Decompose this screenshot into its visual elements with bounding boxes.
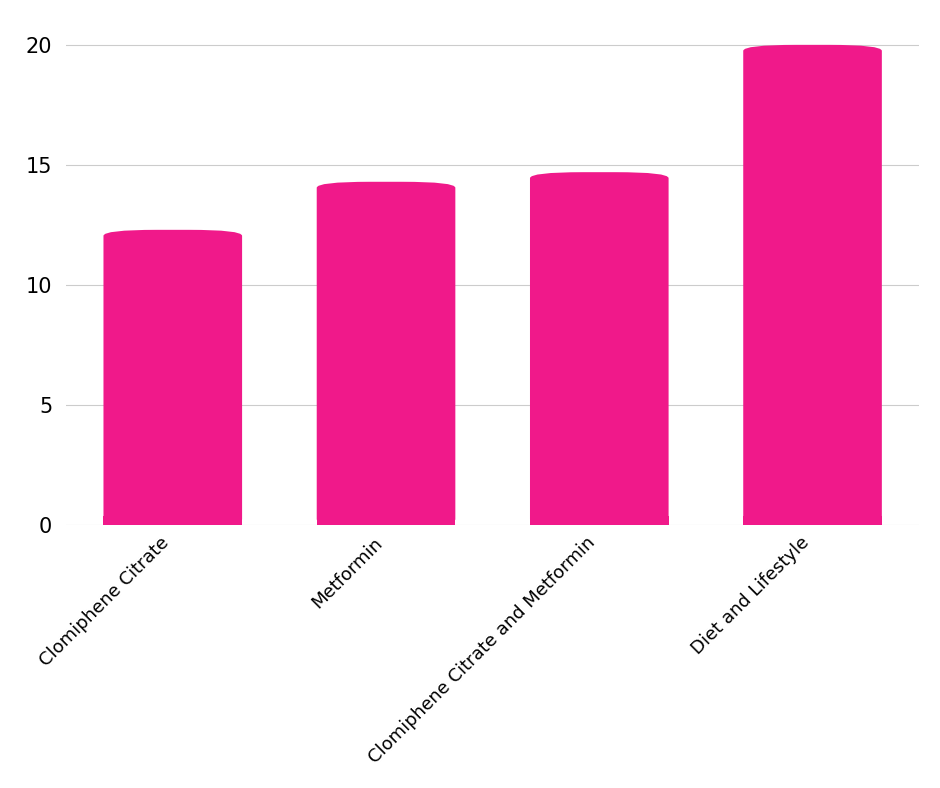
Bar	[744, 516, 882, 526]
Bar	[103, 516, 243, 526]
Bar	[317, 516, 455, 526]
FancyBboxPatch shape	[530, 172, 668, 526]
Bar	[530, 516, 668, 526]
FancyBboxPatch shape	[744, 45, 882, 526]
FancyBboxPatch shape	[103, 230, 243, 526]
FancyBboxPatch shape	[317, 182, 455, 526]
